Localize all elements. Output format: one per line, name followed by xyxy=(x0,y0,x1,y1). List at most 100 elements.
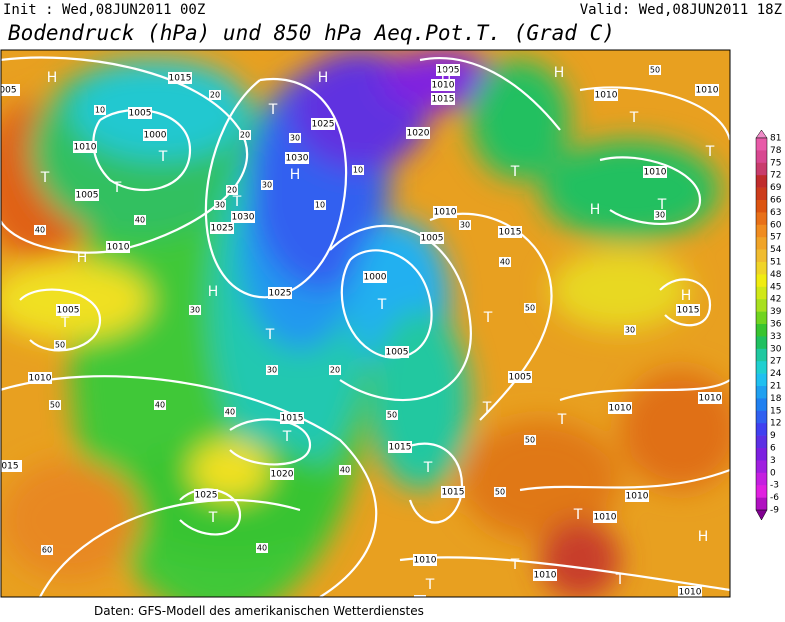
colorbar-tick-label: 78 xyxy=(770,146,782,156)
isotherm-label: 30 xyxy=(290,134,300,143)
pressure-label: 005 xyxy=(0,86,17,96)
colorbar-tick-label: 6 xyxy=(770,444,776,454)
color-band xyxy=(756,150,767,164)
colorbar-tick-label: -3 xyxy=(770,481,779,491)
pressure-label: 1010 xyxy=(534,571,557,581)
pressure-center: H xyxy=(77,250,88,266)
isotherm-label-box xyxy=(289,133,301,143)
color-band xyxy=(756,187,767,201)
pressure-label: 1010 xyxy=(29,374,52,384)
colorbar-tick-label: 36 xyxy=(770,320,782,330)
pressure-label-box xyxy=(608,402,632,414)
isotherm-label-box xyxy=(339,465,351,475)
pressure-label: 1025 xyxy=(211,224,234,234)
colorbar-top-cap xyxy=(755,129,768,139)
color-band xyxy=(756,373,767,387)
colorbar-tick-label: 75 xyxy=(770,158,781,168)
colorbar-tick-label: 33 xyxy=(770,332,781,342)
pressure-label-box xyxy=(1,460,22,472)
isotherm-label-box xyxy=(94,105,106,115)
isotherm-label: 30 xyxy=(625,326,635,335)
color-band xyxy=(756,410,767,424)
pressure-label: 1015 xyxy=(169,74,192,84)
isotherm-label: 20 xyxy=(240,131,250,140)
pressure-label-box xyxy=(311,118,335,130)
color-band xyxy=(756,212,767,226)
pressure-label: 1000 xyxy=(144,131,167,141)
isotherm-label: 30 xyxy=(460,221,470,230)
pressure-label: 1010 xyxy=(74,143,97,153)
pressure-label-box xyxy=(280,412,304,424)
pressure-center: T xyxy=(40,170,50,186)
pressure-label: 1005 xyxy=(509,373,532,383)
isotherm-label: 50 xyxy=(50,401,60,410)
isotherm-label-box xyxy=(34,225,46,235)
pressure-center: H xyxy=(290,167,301,183)
isotherm-label-box xyxy=(624,325,636,335)
colorbar-tick-label: 39 xyxy=(770,307,782,317)
isotherm-label-box xyxy=(54,340,66,350)
pressure-label-box xyxy=(431,93,455,105)
pressure-label: 1005 xyxy=(76,191,99,201)
colorbar-tick-label: 27 xyxy=(770,357,781,367)
pressure-center: T xyxy=(425,577,435,593)
isotherm-label: 50 xyxy=(525,436,535,445)
colorbar: 8178757269666360575451484542393633302724… xyxy=(755,129,782,521)
pressure-center: T xyxy=(208,510,218,526)
color-band xyxy=(756,138,767,151)
colorbar-tick-label: 9 xyxy=(770,431,776,441)
color-band xyxy=(756,224,767,238)
color-band xyxy=(756,336,767,350)
pressure-center: T xyxy=(482,400,492,416)
pressure-label: 1030 xyxy=(232,213,255,223)
pressure-label-box xyxy=(433,206,457,218)
pressure-label: 1005 xyxy=(421,234,444,244)
map-labels: 1015100510001010100510101005101010251030… xyxy=(0,64,722,597)
isotherm-label-box xyxy=(256,543,268,553)
color-band xyxy=(756,237,767,250)
pressure-label-box xyxy=(436,64,460,76)
pressure-label: 1025 xyxy=(269,289,292,299)
isotherm-label-box xyxy=(134,215,146,225)
color-band xyxy=(756,386,767,399)
isotherm-label-box xyxy=(154,400,166,410)
colorbar-frame xyxy=(755,137,768,511)
color-band xyxy=(756,398,767,412)
pressure-label-box xyxy=(388,441,412,453)
isotherm-label-box xyxy=(214,200,226,210)
color-band xyxy=(756,262,767,275)
isotherm-label-box xyxy=(224,407,236,417)
isotherm-label-box xyxy=(649,65,661,75)
pressure-center: T xyxy=(232,194,242,210)
pressure-center: T xyxy=(573,507,583,523)
isotherm-label: 50 xyxy=(650,66,660,75)
isotherm-label: 30 xyxy=(215,201,225,210)
pressure-label-box xyxy=(168,72,192,84)
pressure-label-box xyxy=(56,304,80,316)
pressure-label-box xyxy=(593,511,617,523)
color-band xyxy=(756,286,767,300)
pressure-label: 1010 xyxy=(696,86,719,96)
pressure-center: T xyxy=(705,144,715,160)
colorbar-tick-label: 81 xyxy=(770,134,781,144)
pressure-label: 1020 xyxy=(407,129,430,139)
valid-time: Valid: Wed,08JUN2011 18Z xyxy=(580,2,782,18)
isotherm-label: 20 xyxy=(227,186,237,195)
color-band xyxy=(756,448,767,461)
pressure-label: 1010 xyxy=(595,91,618,101)
data-source: Daten: GFS-Modell des amerikanischen Wet… xyxy=(94,604,424,618)
pressure-label-box xyxy=(406,127,430,139)
pressure-center: H xyxy=(698,529,709,545)
colorbar-tick-label: 12 xyxy=(770,419,781,429)
pressure-label: 1020 xyxy=(271,470,294,480)
pressure-label-box xyxy=(128,107,152,119)
color-band xyxy=(756,472,767,486)
pressure-label-box xyxy=(73,141,97,153)
pressure-label-box xyxy=(1,84,20,96)
pressure-label-box xyxy=(698,392,722,404)
pressure-center: T xyxy=(282,429,292,445)
colorbar-tick-label: 48 xyxy=(770,270,782,280)
colorbar-bottom-cap xyxy=(755,509,768,521)
pressure-label: 1015 xyxy=(677,306,700,316)
